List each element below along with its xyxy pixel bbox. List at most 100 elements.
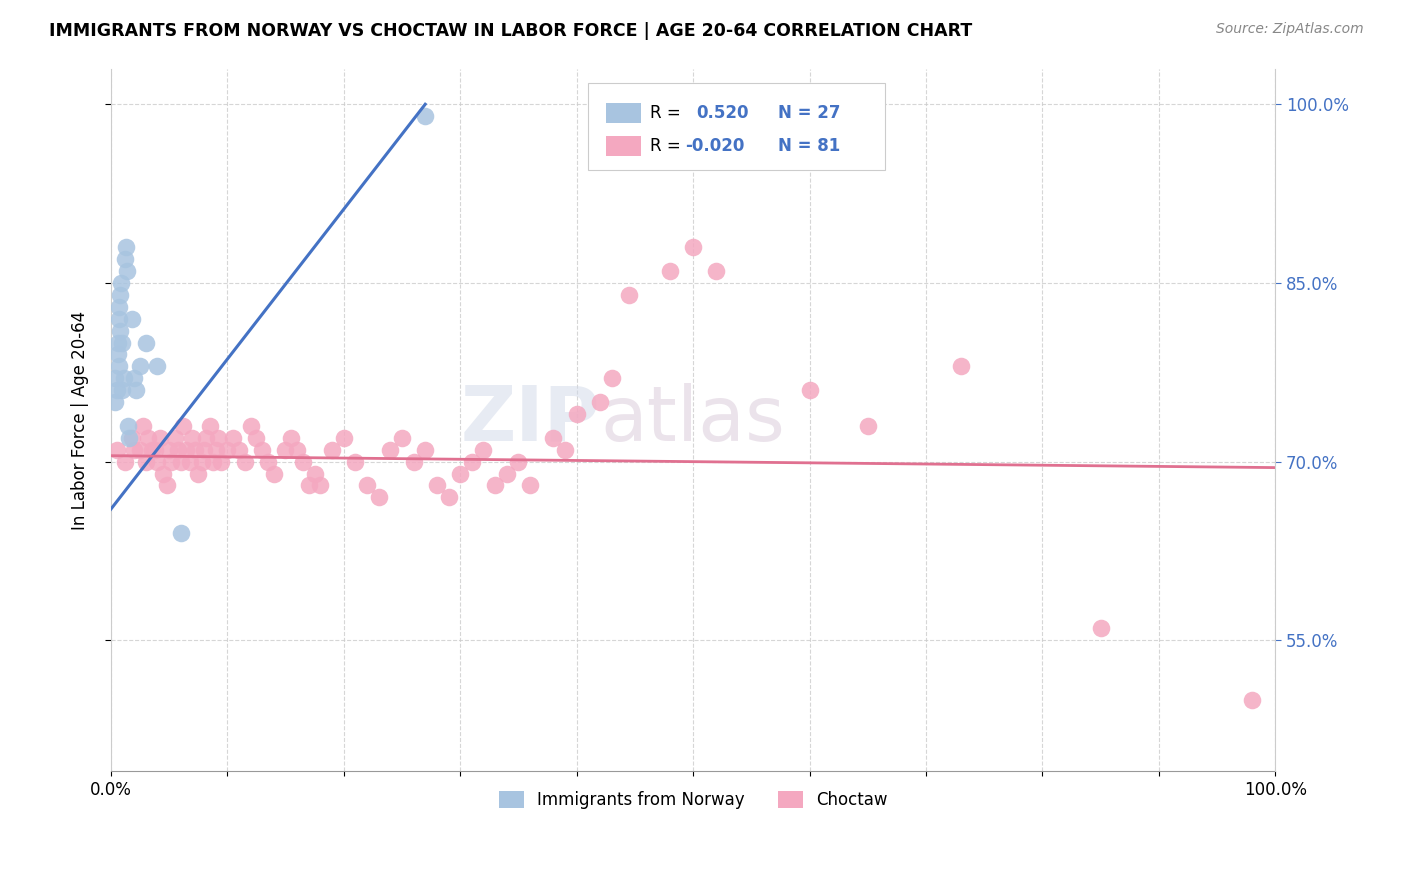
Point: [949, 359, 972, 374]
Point: [198, 418, 221, 433]
Point: [169, 455, 191, 469]
Point: [239, 418, 262, 433]
Point: [207, 431, 229, 445]
Point: [472, 442, 495, 457]
Point: [111, 335, 134, 350]
Point: [121, 311, 143, 326]
Point: [380, 442, 402, 457]
Text: ZIP: ZIP: [460, 383, 600, 457]
Point: [332, 431, 354, 445]
Point: [217, 442, 239, 457]
Point: [110, 276, 132, 290]
Point: [108, 300, 131, 314]
Point: [156, 478, 179, 492]
Point: [257, 455, 280, 469]
Point: [117, 418, 139, 433]
Text: N = 81: N = 81: [778, 136, 841, 155]
FancyBboxPatch shape: [606, 136, 641, 156]
Point: [169, 526, 191, 541]
Point: [245, 431, 267, 445]
Point: [298, 478, 321, 492]
Point: [413, 442, 436, 457]
Point: [107, 347, 129, 361]
Point: [856, 418, 879, 433]
Point: [209, 455, 232, 469]
Point: [202, 455, 225, 469]
Point: [321, 442, 343, 457]
Point: [112, 371, 135, 385]
Point: [118, 431, 141, 445]
Point: [115, 240, 138, 254]
Point: [508, 455, 530, 469]
Point: [589, 395, 612, 409]
Legend: Immigrants from Norway, Choctaw: Immigrants from Norway, Choctaw: [492, 784, 894, 816]
Point: [107, 335, 129, 350]
Point: [193, 442, 215, 457]
Point: [149, 431, 172, 445]
Point: [152, 467, 174, 481]
Text: IMMIGRANTS FROM NORWAY VS CHOCTAW IN LABOR FORCE | AGE 20-64 CORRELATION CHART: IMMIGRANTS FROM NORWAY VS CHOCTAW IN LAB…: [49, 22, 973, 40]
Point: [122, 371, 145, 385]
Point: [122, 442, 145, 457]
Point: [105, 442, 128, 457]
Point: [682, 240, 704, 254]
Point: [135, 455, 157, 469]
Point: [554, 442, 576, 457]
Point: [187, 467, 209, 481]
Text: Source: ZipAtlas.com: Source: ZipAtlas.com: [1216, 22, 1364, 37]
Point: [114, 455, 136, 469]
Point: [104, 371, 127, 385]
Point: [146, 455, 169, 469]
Point: [285, 442, 308, 457]
Point: [274, 442, 297, 457]
Point: [799, 383, 821, 397]
Point: [1090, 622, 1112, 636]
Point: [135, 335, 157, 350]
Point: [132, 418, 155, 433]
Point: [160, 455, 183, 469]
Point: [157, 442, 180, 457]
Point: [519, 478, 541, 492]
FancyBboxPatch shape: [606, 103, 641, 122]
Point: [141, 442, 163, 457]
Point: [461, 455, 484, 469]
Point: [304, 467, 326, 481]
Point: [658, 264, 681, 278]
Point: [108, 288, 131, 302]
Point: [105, 383, 128, 397]
Point: [114, 252, 136, 267]
Point: [484, 478, 506, 492]
Point: [190, 455, 212, 469]
Point: [146, 359, 169, 374]
Point: [426, 478, 449, 492]
Point: [121, 431, 143, 445]
Text: R =: R =: [650, 103, 686, 122]
Point: [181, 431, 204, 445]
Point: [179, 455, 201, 469]
Point: [228, 442, 250, 457]
Point: [222, 431, 245, 445]
Point: [108, 359, 131, 374]
Point: [1241, 693, 1264, 707]
Point: [176, 442, 198, 457]
Point: [565, 407, 588, 421]
Point: [115, 264, 138, 278]
Point: [104, 395, 127, 409]
Point: [617, 288, 640, 302]
Point: [344, 455, 367, 469]
Point: [195, 431, 218, 445]
Point: [449, 467, 471, 481]
Point: [391, 431, 413, 445]
Point: [143, 442, 166, 457]
Point: [163, 431, 186, 445]
Point: [128, 359, 150, 374]
Point: [367, 491, 389, 505]
Point: [204, 442, 226, 457]
Point: [402, 455, 425, 469]
Point: [495, 467, 517, 481]
Point: [309, 478, 332, 492]
Point: [543, 431, 565, 445]
Point: [437, 491, 460, 505]
Point: [356, 478, 378, 492]
Point: [125, 383, 148, 397]
